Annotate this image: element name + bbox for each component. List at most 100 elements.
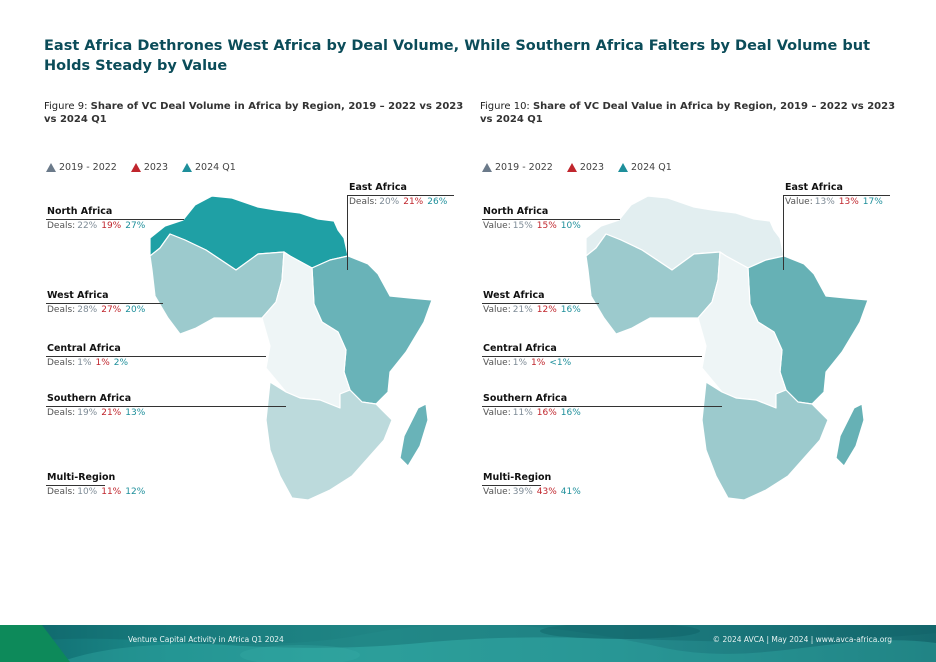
region-values: Deals: 1% 1% 2% xyxy=(47,357,128,369)
region-label-north-africa: North Africa Deals: 22% 19% 27% xyxy=(47,206,145,232)
leader-line xyxy=(348,195,454,196)
triangle-icon xyxy=(566,163,577,172)
leader-line-east-africa xyxy=(347,195,348,270)
value-2019-2022: 19% xyxy=(77,408,98,418)
figure-9-legend: 2019 - 2022 2023 2024 Q1 xyxy=(46,162,236,173)
leader-line xyxy=(482,485,541,486)
value-2024q1: 20% xyxy=(125,305,146,315)
region-values: Deals: 10% 11% 12% xyxy=(47,486,145,498)
region-name: West Africa xyxy=(47,290,109,301)
region-name: Multi-Region xyxy=(47,472,116,483)
region-values: Deals: 22% 19% 27% xyxy=(47,220,145,232)
region-label-multi-region: Multi-Region Deals: 10% 11% 12% xyxy=(47,472,145,498)
region-label-west-africa: West Africa Value: 21% 12% 16% xyxy=(483,290,581,316)
region-name: Southern Africa xyxy=(47,393,132,404)
figure-9-title: Share of VC Deal Volume in Africa by Reg… xyxy=(44,101,464,125)
region-label-north-africa: North Africa Value: 15% 15% 10% xyxy=(483,206,581,232)
metric-prefix: Deals: xyxy=(47,408,76,418)
leader-line xyxy=(46,356,266,357)
map-region-madagascar xyxy=(399,403,429,467)
region-label-southern-africa: Southern Africa Value: 11% 16% 16% xyxy=(483,393,581,419)
deal-volume-map xyxy=(149,195,433,501)
page-headline: East Africa Dethrones West Africa by Dea… xyxy=(44,38,871,74)
region-values: Value: 21% 12% 16% xyxy=(483,304,581,316)
africa-maps xyxy=(149,195,869,501)
value-2019-2022: 1% xyxy=(77,358,92,368)
triangle-icon xyxy=(46,163,56,172)
value-2023: 11% xyxy=(101,487,122,497)
legend-label: 2024 Q1 xyxy=(631,162,672,173)
region-name: North Africa xyxy=(483,206,549,217)
region-values: Deals: 19% 21% 13% xyxy=(47,407,145,419)
legend-item-2024q1: 2024 Q1 xyxy=(182,162,236,173)
value-2023: 21% xyxy=(403,197,424,207)
legend-item-2023: 2023 xyxy=(566,162,605,173)
footer-decoration xyxy=(0,625,936,662)
leader-line xyxy=(46,219,184,220)
leader-line xyxy=(482,406,722,407)
value-2024q1: 26% xyxy=(427,197,448,207)
figure-10-caption: Figure 10: Share of VC Deal Value in Afr… xyxy=(480,100,900,126)
map-region-southern-africa xyxy=(265,381,393,501)
region-label-east-africa: East Africa Value: 13% 13% 17% xyxy=(785,182,883,208)
triangle-icon xyxy=(130,163,141,172)
deal-value-map xyxy=(585,195,869,501)
value-2023: 12% xyxy=(536,305,557,315)
region-label-multi-region: Multi-Region Value: 39% 43% 41% xyxy=(483,472,581,498)
value-2024q1: 10% xyxy=(560,221,581,231)
leader-line-east-africa xyxy=(783,195,784,270)
region-label-east-africa: East Africa Deals: 20% 21% 26% xyxy=(349,182,447,208)
leader-line xyxy=(46,485,105,486)
region-label-southern-africa: Southern Africa Deals: 19% 21% 13% xyxy=(47,393,145,419)
legend-label: 2024 Q1 xyxy=(195,162,236,173)
footer-copyright: © 2024 AVCA | May 2024 | www.avca-africa… xyxy=(712,635,892,644)
region-label-central-africa: Central Africa Deals: 1% 1% 2% xyxy=(47,343,128,369)
value-2023: 1% xyxy=(95,358,110,368)
figure-10-title: Share of VC Deal Value in Africa by Regi… xyxy=(480,101,896,125)
value-2019-2022: 15% xyxy=(512,221,533,231)
value-2019-2022: 13% xyxy=(814,197,835,207)
legend-item-2019-2022: 2019 - 2022 xyxy=(482,162,553,173)
figure-10-prefix: Figure 10: xyxy=(480,101,533,112)
triangle-icon xyxy=(182,163,193,172)
map-region-madagascar xyxy=(835,403,865,467)
region-values: Deals: 20% 21% 26% xyxy=(349,196,447,208)
value-2024q1: 17% xyxy=(862,197,883,207)
region-label-central-africa: Central Africa Value: 1% 1% <1% xyxy=(483,343,571,369)
value-2019-2022: 1% xyxy=(512,358,528,368)
triangle-icon xyxy=(482,163,492,172)
leader-line xyxy=(46,406,286,407)
region-values: Deals: 28% 27% 20% xyxy=(47,304,145,316)
region-label-west-africa: West Africa Deals: 28% 27% 20% xyxy=(47,290,145,316)
value-2024q1: 27% xyxy=(125,221,146,231)
metric-prefix: Deals: xyxy=(47,487,76,497)
region-name: East Africa xyxy=(785,182,843,193)
value-2019-2022: 21% xyxy=(512,305,533,315)
value-2024q1: 16% xyxy=(560,408,581,418)
region-name: East Africa xyxy=(349,182,407,193)
region-name: Multi-Region xyxy=(483,472,552,483)
triangle-icon xyxy=(618,163,629,172)
footer-banner: Venture Capital Activity in Africa Q1 20… xyxy=(0,625,936,662)
region-name: Central Africa xyxy=(483,343,557,354)
leader-line xyxy=(784,195,890,196)
legend-label: 2019 - 2022 xyxy=(59,162,117,173)
value-2019-2022: 11% xyxy=(512,408,533,418)
leader-line xyxy=(46,303,163,304)
value-2024q1: 16% xyxy=(560,305,581,315)
legend-label: 2023 xyxy=(579,162,605,173)
region-name: Central Africa xyxy=(47,343,121,354)
metric-prefix: Value: xyxy=(483,358,511,368)
leader-line xyxy=(482,303,599,304)
legend-label: 2019 - 2022 xyxy=(495,162,553,173)
value-2023: 13% xyxy=(838,197,859,207)
legend-item-2024q1: 2024 Q1 xyxy=(618,162,672,173)
map-region-southern-africa xyxy=(701,381,829,501)
value-2023: 27% xyxy=(101,305,122,315)
value-2019-2022: 28% xyxy=(77,305,98,315)
legend-item-2023: 2023 xyxy=(130,162,168,173)
legend-item-2019-2022: 2019 - 2022 xyxy=(46,162,117,173)
value-2023: 21% xyxy=(101,408,122,418)
value-2024q1: 13% xyxy=(125,408,146,418)
figure-10-legend: 2019 - 2022 2023 2024 Q1 xyxy=(482,162,672,173)
